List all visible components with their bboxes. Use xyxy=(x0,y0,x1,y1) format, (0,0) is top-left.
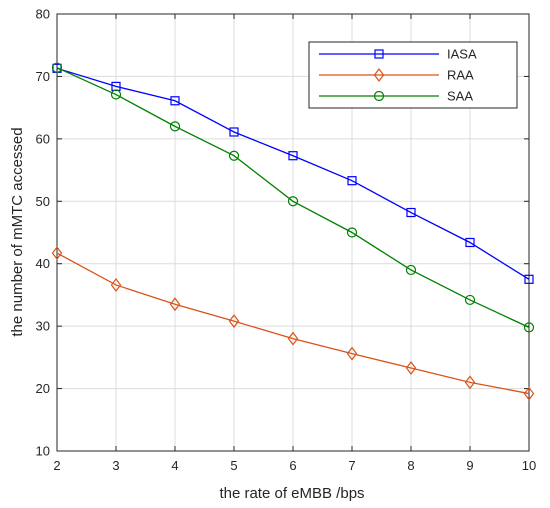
data-point-iasa xyxy=(347,176,357,186)
legend-label: SAA xyxy=(447,89,473,104)
y-tick-label: 40 xyxy=(36,256,50,271)
data-point-raa xyxy=(169,297,181,312)
legend-label: IASA xyxy=(447,47,477,62)
data-point-raa xyxy=(287,331,299,346)
x-tick-label: 3 xyxy=(112,458,119,473)
data-point-raa xyxy=(405,360,417,375)
x-tick-label: 7 xyxy=(348,458,355,473)
x-tick-label: 6 xyxy=(289,458,296,473)
legend-marker xyxy=(374,49,384,59)
y-tick-label: 60 xyxy=(36,131,50,146)
data-point-raa xyxy=(464,375,476,390)
legend-entry-raa: RAA xyxy=(319,68,474,83)
series-line-raa xyxy=(56,252,530,395)
series-line-iasa xyxy=(56,67,530,280)
series-saa xyxy=(51,62,535,333)
x-tick-label: 4 xyxy=(171,458,178,473)
series-line-saa xyxy=(56,67,530,328)
x-tick-label: 9 xyxy=(466,458,473,473)
data-point-saa xyxy=(464,294,476,306)
y-tick-label: 70 xyxy=(36,69,50,84)
x-tick-label: 8 xyxy=(407,458,414,473)
data-point-raa xyxy=(523,386,535,401)
data-point-raa xyxy=(228,314,240,329)
data-point-iasa xyxy=(406,207,416,218)
data-point-iasa xyxy=(524,274,534,284)
x-tick-label: 2 xyxy=(53,458,60,473)
data-point-saa xyxy=(51,62,63,73)
y-tick-label: 30 xyxy=(36,319,50,334)
data-point-raa xyxy=(51,246,63,261)
legend-label: RAA xyxy=(447,68,474,83)
legend-marker xyxy=(373,68,385,82)
data-point-iasa xyxy=(170,96,180,106)
series-layer xyxy=(51,62,535,401)
y-tick-label: 50 xyxy=(36,194,50,209)
data-point-saa xyxy=(346,227,358,238)
x-axis-ticks: 2 3 4 5 6 7 8 9 10 xyxy=(53,14,536,473)
legend-entry-saa: SAA xyxy=(319,89,473,104)
x-tick-label: 5 xyxy=(230,458,237,473)
y-tick-label: 20 xyxy=(36,381,50,396)
data-point-saa xyxy=(405,264,417,276)
y-tick-label: 80 xyxy=(36,7,50,22)
data-point-iasa xyxy=(288,151,298,161)
legend-marker xyxy=(373,90,385,102)
data-point-saa xyxy=(228,150,240,161)
data-point-raa xyxy=(110,277,122,292)
y-tick-label: 10 xyxy=(36,444,50,459)
y-axis-label: the number of mMTC accessed xyxy=(9,127,26,336)
x-axis-label: the rate of eMBB /bps xyxy=(219,485,364,502)
data-point-raa xyxy=(346,346,358,361)
data-point-saa xyxy=(169,121,181,132)
data-point-saa xyxy=(523,322,535,333)
data-point-iasa xyxy=(465,237,475,248)
y-axis-ticks: 10 20 30 40 50 60 70 80 xyxy=(36,7,529,459)
series-raa xyxy=(51,246,535,401)
data-point-iasa xyxy=(229,127,239,137)
data-point-saa xyxy=(287,196,299,207)
data-point-saa xyxy=(110,89,122,100)
x-tick-label: 10 xyxy=(522,458,536,473)
legend: IASA RAA SAA xyxy=(308,41,518,109)
legend-entry-iasa: IASA xyxy=(319,47,477,62)
